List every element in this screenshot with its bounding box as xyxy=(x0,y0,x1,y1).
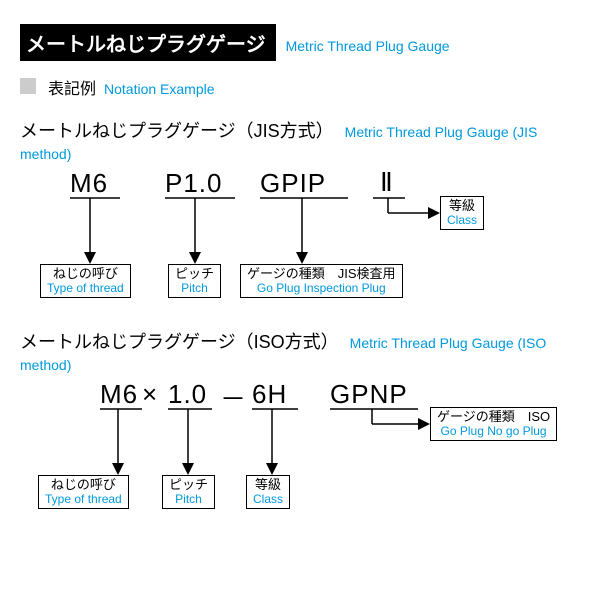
jis-box-thread: ねじの呼び Type of thread xyxy=(40,264,131,298)
jis-box-gauge-jp: ゲージの種類 JIS検査用 xyxy=(247,267,396,282)
square-bullet-icon xyxy=(20,78,36,94)
iso-diagram: M6 × 1.0 － 6H GPNP ねじの呼び Type of thread … xyxy=(20,379,580,519)
iso-box-gauge-jp: ゲージの種類 ISO xyxy=(437,410,550,425)
jis-box-class: 等級 Class xyxy=(440,196,484,230)
jis-box-gauge-en: Go Plug Inspection Plug xyxy=(247,282,396,296)
jis-box-thread-jp: ねじの呼び xyxy=(47,267,124,282)
notation-jp: 表記例 xyxy=(48,75,96,99)
iso-box-thread: ねじの呼び Type of thread xyxy=(38,475,129,509)
jis-box-pitch: ピッチ Pitch xyxy=(168,264,221,298)
jis-box-gauge: ゲージの種類 JIS検査用 Go Plug Inspection Plug xyxy=(240,264,403,298)
notation-row: 表記例 Notation Example xyxy=(20,75,580,99)
iso-box-pitch-jp: ピッチ xyxy=(169,478,208,493)
title-english: Metric Thread Plug Gauge xyxy=(286,38,450,54)
iso-box-class-jp: 等級 xyxy=(253,478,283,493)
iso-heading-jp: メートルねじプラグゲージ（ISO方式） xyxy=(20,332,339,352)
jis-box-class-en: Class xyxy=(447,214,477,228)
iso-box-thread-en: Type of thread xyxy=(45,493,122,507)
title-row: メートルねじプラグゲージ Metric Thread Plug Gauge xyxy=(20,24,580,61)
iso-box-pitch-en: Pitch xyxy=(169,493,208,507)
notation-en: Notation Example xyxy=(104,81,215,97)
iso-heading: メートルねじプラグゲージ（ISO方式） Metric Thread Plug G… xyxy=(20,328,580,375)
iso-box-class-en: Class xyxy=(253,493,283,507)
jis-box-pitch-en: Pitch xyxy=(175,282,214,296)
jis-box-class-jp: 等級 xyxy=(447,199,477,214)
iso-box-class: 等級 Class xyxy=(246,475,290,509)
title-banner: メートルねじプラグゲージ xyxy=(20,24,276,61)
iso-box-gauge-en: Go Plug No go Plug xyxy=(437,425,550,439)
jis-box-pitch-jp: ピッチ xyxy=(175,267,214,282)
jis-diagram: M6 P1.0 GPIP Ⅱ ねじの呼び Type of thread ピッチ … xyxy=(20,168,580,308)
iso-box-thread-jp: ねじの呼び xyxy=(45,478,122,493)
iso-box-gauge: ゲージの種類 ISO Go Plug No go Plug xyxy=(430,407,557,441)
iso-box-pitch: ピッチ Pitch xyxy=(162,475,215,509)
jis-box-thread-en: Type of thread xyxy=(47,282,124,296)
jis-heading: メートルねじプラグゲージ（JIS方式） Metric Thread Plug G… xyxy=(20,117,580,164)
jis-heading-jp: メートルねじプラグゲージ（JIS方式） xyxy=(20,121,334,141)
